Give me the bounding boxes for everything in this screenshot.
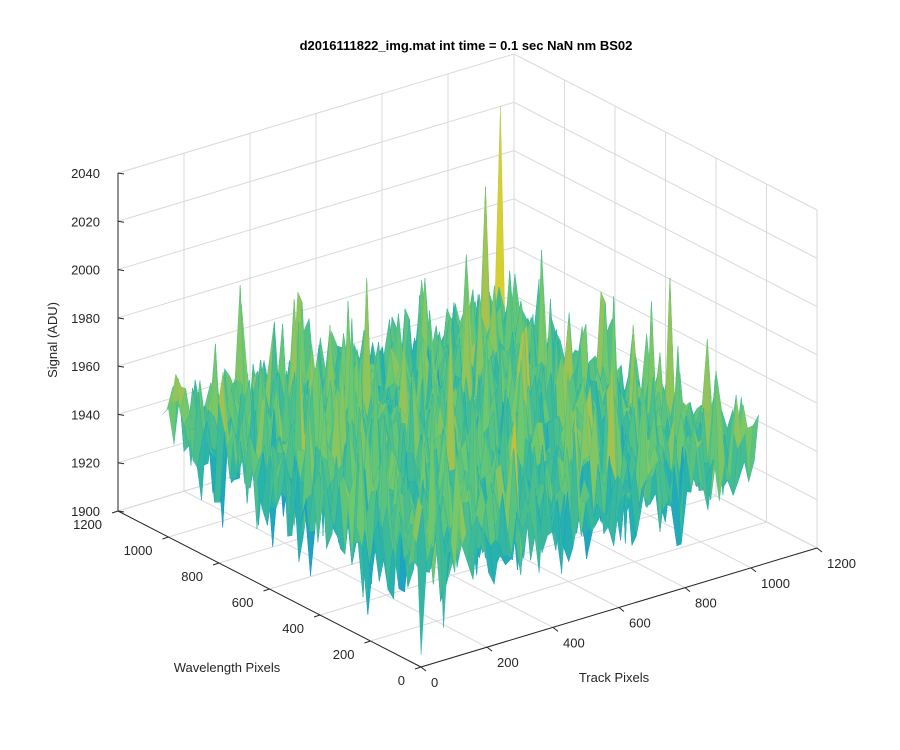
z-tick (117, 510, 125, 513)
x-tick-label: 0 (431, 675, 438, 690)
x-tick (816, 547, 823, 553)
y-tick (111, 510, 119, 514)
chart-title: d2016111822_img.mat int time = 0.1 sec N… (300, 38, 633, 53)
y-tick-label: 0 (398, 673, 405, 688)
y-tick (263, 588, 270, 592)
y-tick (313, 614, 321, 618)
y-tick-label: 800 (181, 569, 203, 584)
z-tick (117, 413, 125, 416)
y-tick-label: 1000 (124, 543, 153, 558)
z-tick-label: 1900 (71, 504, 100, 519)
x-tick (420, 666, 427, 672)
x-tick-label: 1000 (761, 576, 790, 591)
grid-line (117, 150, 515, 271)
z-tick-label: 1960 (71, 359, 100, 374)
grid-line (513, 150, 818, 308)
y-tick (212, 562, 220, 566)
y-tick (162, 536, 169, 540)
x-tick-label: 600 (629, 616, 651, 631)
x-tick-label: 200 (497, 655, 519, 670)
surface-plot (162, 106, 759, 655)
tick-labels: 0 200 400 600 800 1000 1200 0 200 400 600 800 1000 12… (71, 166, 856, 690)
x-tick-label: 1200 (827, 556, 856, 571)
z-tick (117, 269, 125, 272)
z-tick-label: 1920 (71, 456, 100, 471)
z-tick-label: 2040 (71, 166, 100, 181)
grid-line (513, 101, 818, 259)
z-tick-label: 1940 (71, 407, 100, 422)
z-tick-label: 2000 (71, 263, 100, 278)
y-tick-label: 1200 (73, 517, 102, 532)
z-axis-label: Signal (ADU) (45, 302, 60, 378)
y-tick-label: 600 (232, 595, 254, 610)
axes-lines (111, 172, 823, 672)
grid-line (370, 521, 767, 642)
grid-line (117, 53, 515, 174)
x-tick-label: 400 (563, 635, 585, 650)
z-tick (117, 365, 125, 368)
x-tick (486, 646, 493, 652)
z-tick (117, 172, 125, 175)
grid-line (513, 53, 818, 211)
x-tick (552, 626, 559, 632)
z-tick-label: 2020 (71, 214, 100, 229)
x-axis-label: Track Pixels (579, 670, 650, 685)
y-axis-label: Wavelength Pixels (174, 660, 281, 675)
grid-line (117, 101, 515, 222)
x-tick (750, 567, 757, 573)
z-tick (117, 462, 125, 465)
y-tick (414, 666, 422, 670)
z-tick (117, 317, 125, 320)
z-tick (117, 220, 125, 223)
x-tick (684, 587, 691, 593)
grid-line (513, 246, 818, 404)
surface-patch (494, 106, 505, 310)
y-tick-label: 200 (333, 647, 355, 662)
grid-line (513, 294, 818, 452)
grid-line (117, 246, 515, 367)
x-tick (618, 607, 625, 612)
grid-line (513, 198, 818, 356)
x-tick-label: 800 (695, 596, 717, 611)
grid-line (117, 198, 515, 319)
z-tick-label: 1980 (71, 311, 100, 326)
y-tick (364, 640, 371, 644)
y-tick-label: 400 (282, 621, 304, 636)
surface-patch (416, 507, 427, 655)
